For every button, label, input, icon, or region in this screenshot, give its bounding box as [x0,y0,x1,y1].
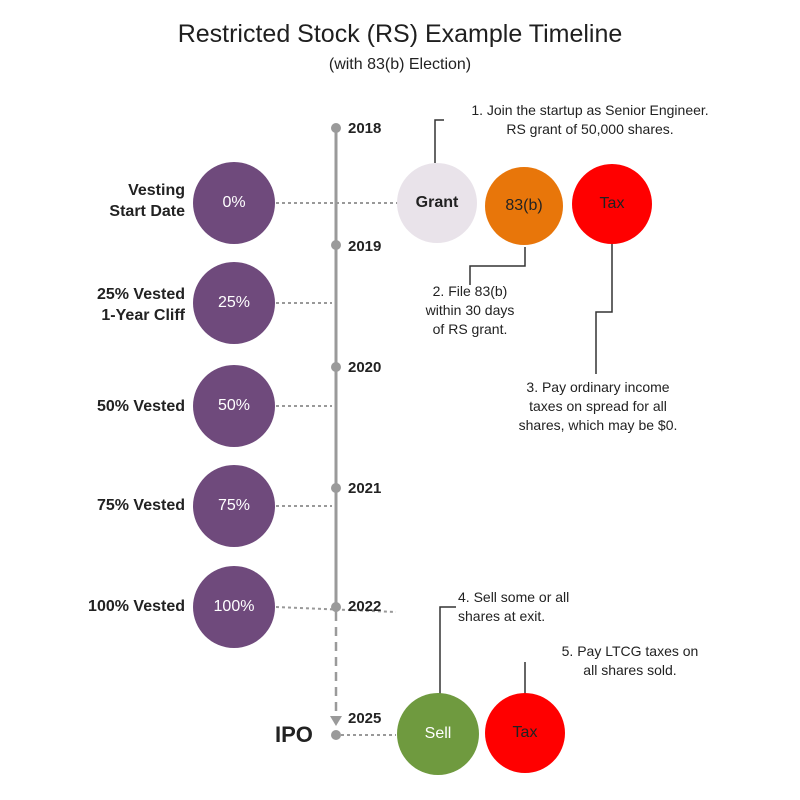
milestone-label-75: 75% Vested [96,497,185,514]
page-subtitle: (with 83(b) Election) [328,56,472,73]
year-2021: 2021 [348,480,382,497]
vest-circle-0: 0% [193,162,275,244]
year-2022: 2022 [348,598,382,615]
tax-circle-2: Tax [485,693,565,773]
year-dot-2019 [331,240,341,250]
vest-circle-25: 25% [193,262,275,344]
vest-circle-50: 50% [193,365,275,447]
year-2025: 2025 [348,710,382,727]
sell-circle: Sell [397,693,479,775]
election-83b-circle: 83(b) [485,167,563,245]
note-5: 5. Pay LTCG taxes on all shares sold. [561,643,699,678]
vest-circle-100: 100% [193,566,275,648]
grant-circle: Grant [397,163,477,243]
note-1: 1. Join the startup as Senior Engineer. … [471,102,709,137]
year-dot-ipo [331,730,341,740]
callout-line-83b [469,247,526,285]
ipo-label: IPO [275,722,313,747]
milestone-label-100: 100% Vested [88,598,185,615]
callout-line-sell [439,606,456,697]
vest-circle-75: 75% [193,465,275,547]
callout-line-tax1 [595,242,613,374]
year-dot-2021 [331,483,341,493]
year-2020: 2020 [348,359,382,376]
milestone-label-0: Vesting Start Date [109,182,185,220]
note-2: 2. File 83(b) within 30 days of RS grant… [425,283,515,337]
tax-circle-1: Tax [572,164,652,244]
note-3: 3. Pay ordinary income taxes on spread f… [518,379,678,433]
timeline-arrowhead [330,716,342,726]
year-dot-2020 [331,362,341,372]
page-title: Restricted Stock (RS) Example Timeline [177,20,623,48]
milestone-label-50: 50% Vested [96,398,185,415]
year-dot-2018 [331,123,341,133]
year-2018: 2018 [348,120,382,137]
note-4: 4. Sell some or all shares at exit. [458,589,570,624]
callout-line-grant [434,119,444,163]
year-2019: 2019 [348,238,382,255]
dotted-connector-100 [275,606,397,613]
milestone-label-25: 25% Vested 1-Year Cliff [96,286,185,324]
